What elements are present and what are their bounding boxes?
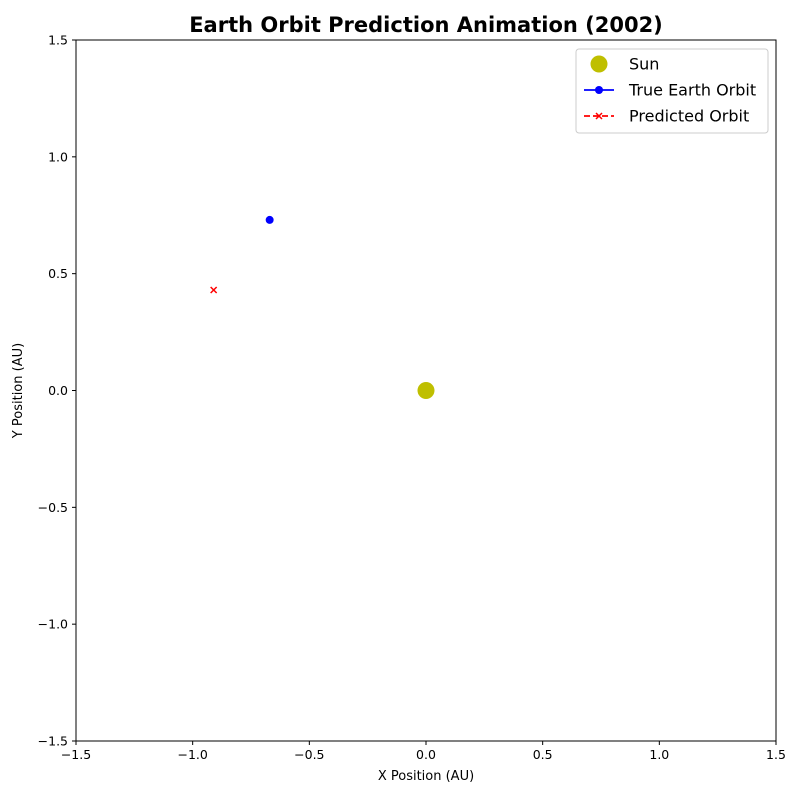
x-tick-label: 0.0 [416,747,436,762]
true-earth-point [265,215,274,224]
legend-marker [590,55,608,73]
y-tick-label: 1.5 [48,33,68,48]
sun-point [417,382,435,399]
predicted-point [210,286,218,294]
chart-title: Earth Orbit Prediction Animation (2002) [189,13,663,37]
legend: Sun True Earth Orbit Predicted Orbit [575,48,769,134]
x-tick-label: 0.5 [533,747,553,762]
y-tick-label: −1.0 [38,617,68,632]
data-marks [210,215,435,399]
legend-box [575,48,769,134]
legend-label: True Earth Orbit [628,81,756,100]
x-marker-stroke [210,286,218,294]
legend-marker [595,112,603,120]
x-tick-label: −0.5 [294,747,324,762]
y-tick-label: −1.5 [38,734,68,749]
y-axis: −1.5 −1.0 −0.5 0.0 0.5 1.0 1.5 [38,33,76,749]
x-tick-label: 1.0 [649,747,669,762]
y-axis-label: Y Position (AU) [11,343,26,439]
x-tick-label: 1.5 [766,747,786,762]
x-axis: −1.5 −1.0 −0.5 0.0 0.5 1.0 1.5 [61,741,786,762]
y-tick-label: −0.5 [38,500,68,515]
y-tick-label: 1.0 [48,149,68,164]
legend-label: Sun [629,55,659,74]
y-tick-label: 0.0 [48,383,68,398]
x-tick-label: −1.0 [177,747,207,762]
legend-label: Predicted Orbit [629,107,749,126]
x-marker-stroke [595,112,603,120]
x-axis-label: X Position (AU) [378,769,474,784]
y-tick-label: 0.5 [48,266,68,281]
legend-marker [595,86,603,94]
x-tick-label: −1.5 [61,747,91,762]
